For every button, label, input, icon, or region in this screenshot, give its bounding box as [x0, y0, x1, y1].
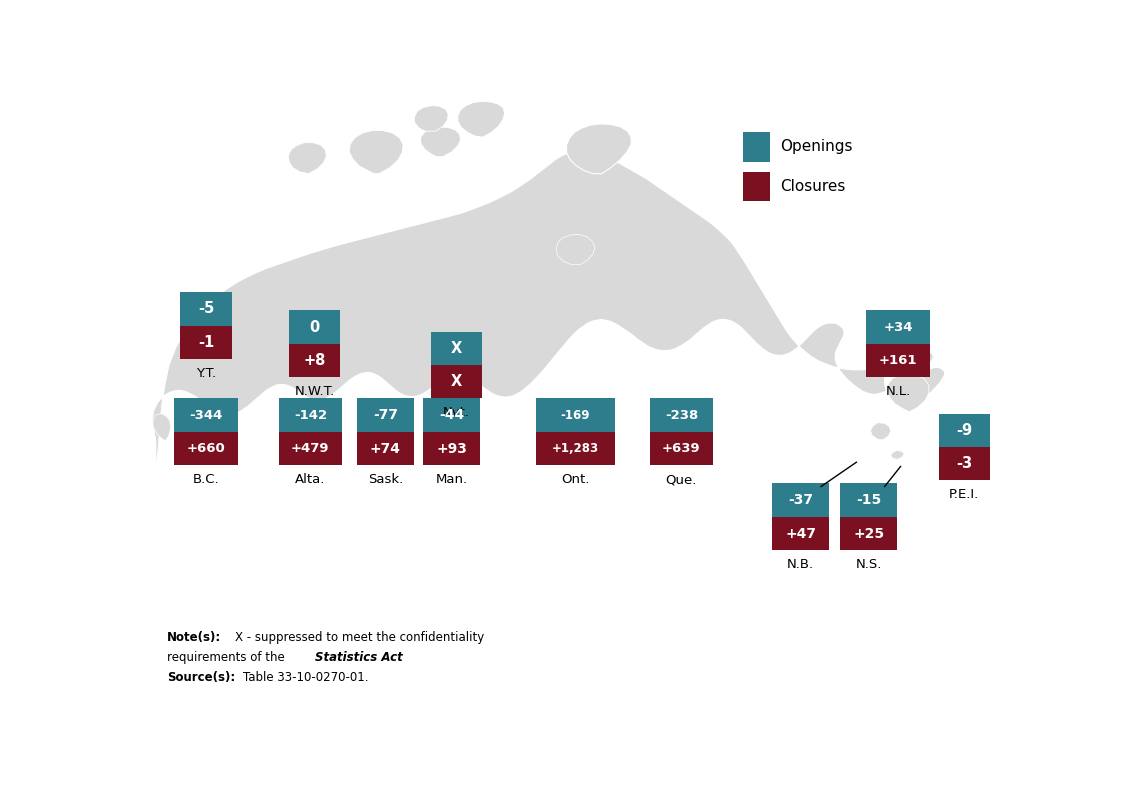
Bar — [536, 432, 616, 466]
Bar — [278, 432, 342, 466]
Text: Man.: Man. — [435, 473, 467, 486]
Bar — [938, 447, 990, 481]
Text: +660: +660 — [187, 442, 226, 455]
Text: -5: -5 — [198, 301, 214, 316]
Text: X: X — [450, 374, 462, 389]
Text: -169: -169 — [561, 409, 591, 421]
Text: P.E.I.: P.E.I. — [948, 488, 979, 501]
Polygon shape — [567, 124, 632, 174]
Bar — [743, 172, 770, 201]
Bar — [840, 484, 897, 517]
Polygon shape — [421, 127, 461, 157]
Polygon shape — [556, 234, 595, 265]
Text: Y.T.: Y.T. — [196, 367, 217, 380]
Text: N.L.: N.L. — [886, 385, 911, 398]
Text: N.W.T.: N.W.T. — [294, 385, 335, 398]
Polygon shape — [349, 130, 404, 174]
Text: Sask.: Sask. — [368, 473, 404, 486]
Text: +8: +8 — [303, 353, 326, 368]
Bar — [423, 432, 480, 466]
Text: +639: +639 — [662, 442, 701, 455]
Text: -9: -9 — [956, 423, 972, 438]
Text: X: X — [450, 341, 462, 356]
Polygon shape — [871, 423, 890, 439]
Text: -344: -344 — [189, 409, 222, 421]
Text: +25: +25 — [853, 526, 885, 540]
Text: requirements of the: requirements of the — [168, 651, 288, 664]
Bar — [938, 413, 990, 447]
Bar — [290, 310, 341, 344]
Polygon shape — [887, 373, 929, 412]
Bar — [180, 292, 231, 326]
Polygon shape — [153, 151, 945, 471]
Bar — [290, 344, 341, 377]
Bar — [650, 432, 714, 466]
Text: N.B.: N.B. — [787, 559, 814, 571]
Polygon shape — [288, 143, 326, 174]
Bar — [772, 517, 830, 551]
Text: Ont.: Ont. — [561, 473, 589, 486]
Bar — [866, 344, 930, 377]
Text: Statistics Act: Statistics Act — [315, 651, 402, 664]
Bar — [357, 398, 414, 432]
Bar — [840, 517, 897, 551]
Text: +479: +479 — [291, 442, 329, 455]
Text: Closures: Closures — [781, 179, 846, 194]
Text: +1,283: +1,283 — [552, 442, 598, 455]
Bar — [743, 133, 770, 162]
Text: Alta.: Alta. — [295, 473, 326, 486]
Text: 0: 0 — [310, 320, 320, 335]
Polygon shape — [890, 451, 904, 459]
Bar — [180, 326, 231, 359]
Bar — [431, 331, 482, 365]
Bar — [357, 432, 414, 466]
Text: -1: -1 — [198, 335, 214, 350]
Text: -37: -37 — [788, 493, 813, 507]
Text: N.S.: N.S. — [855, 559, 882, 571]
Text: X - suppressed to meet the confidentiality: X - suppressed to meet the confidentiali… — [235, 630, 484, 644]
Polygon shape — [458, 101, 505, 137]
Text: Que.: Que. — [666, 473, 698, 486]
Text: -44: -44 — [439, 408, 464, 422]
Bar — [866, 310, 930, 344]
Bar — [772, 484, 830, 517]
Text: +34: +34 — [884, 320, 913, 334]
Bar — [278, 398, 342, 432]
Text: -142: -142 — [294, 409, 327, 421]
Text: Nvt.: Nvt. — [442, 406, 470, 419]
Text: +47: +47 — [785, 526, 816, 540]
Text: Source(s):: Source(s): — [168, 671, 236, 683]
Text: Table 33-10-0270-01.: Table 33-10-0270-01. — [243, 671, 368, 683]
Text: Openings: Openings — [781, 140, 853, 155]
Polygon shape — [415, 106, 448, 131]
Text: +74: +74 — [370, 442, 401, 455]
Text: -3: -3 — [956, 456, 972, 471]
Polygon shape — [153, 413, 171, 441]
Text: -15: -15 — [856, 493, 881, 507]
Text: +93: +93 — [437, 442, 467, 455]
Text: B.C.: B.C. — [193, 473, 219, 486]
Text: Note(s):: Note(s): — [168, 630, 221, 644]
Bar — [650, 398, 714, 432]
Bar — [174, 398, 238, 432]
Text: -238: -238 — [665, 409, 698, 421]
Bar — [536, 398, 616, 432]
Text: +161: +161 — [879, 354, 918, 367]
Text: -77: -77 — [373, 408, 398, 422]
Bar — [174, 432, 238, 466]
Bar — [431, 365, 482, 398]
Bar — [423, 398, 480, 432]
